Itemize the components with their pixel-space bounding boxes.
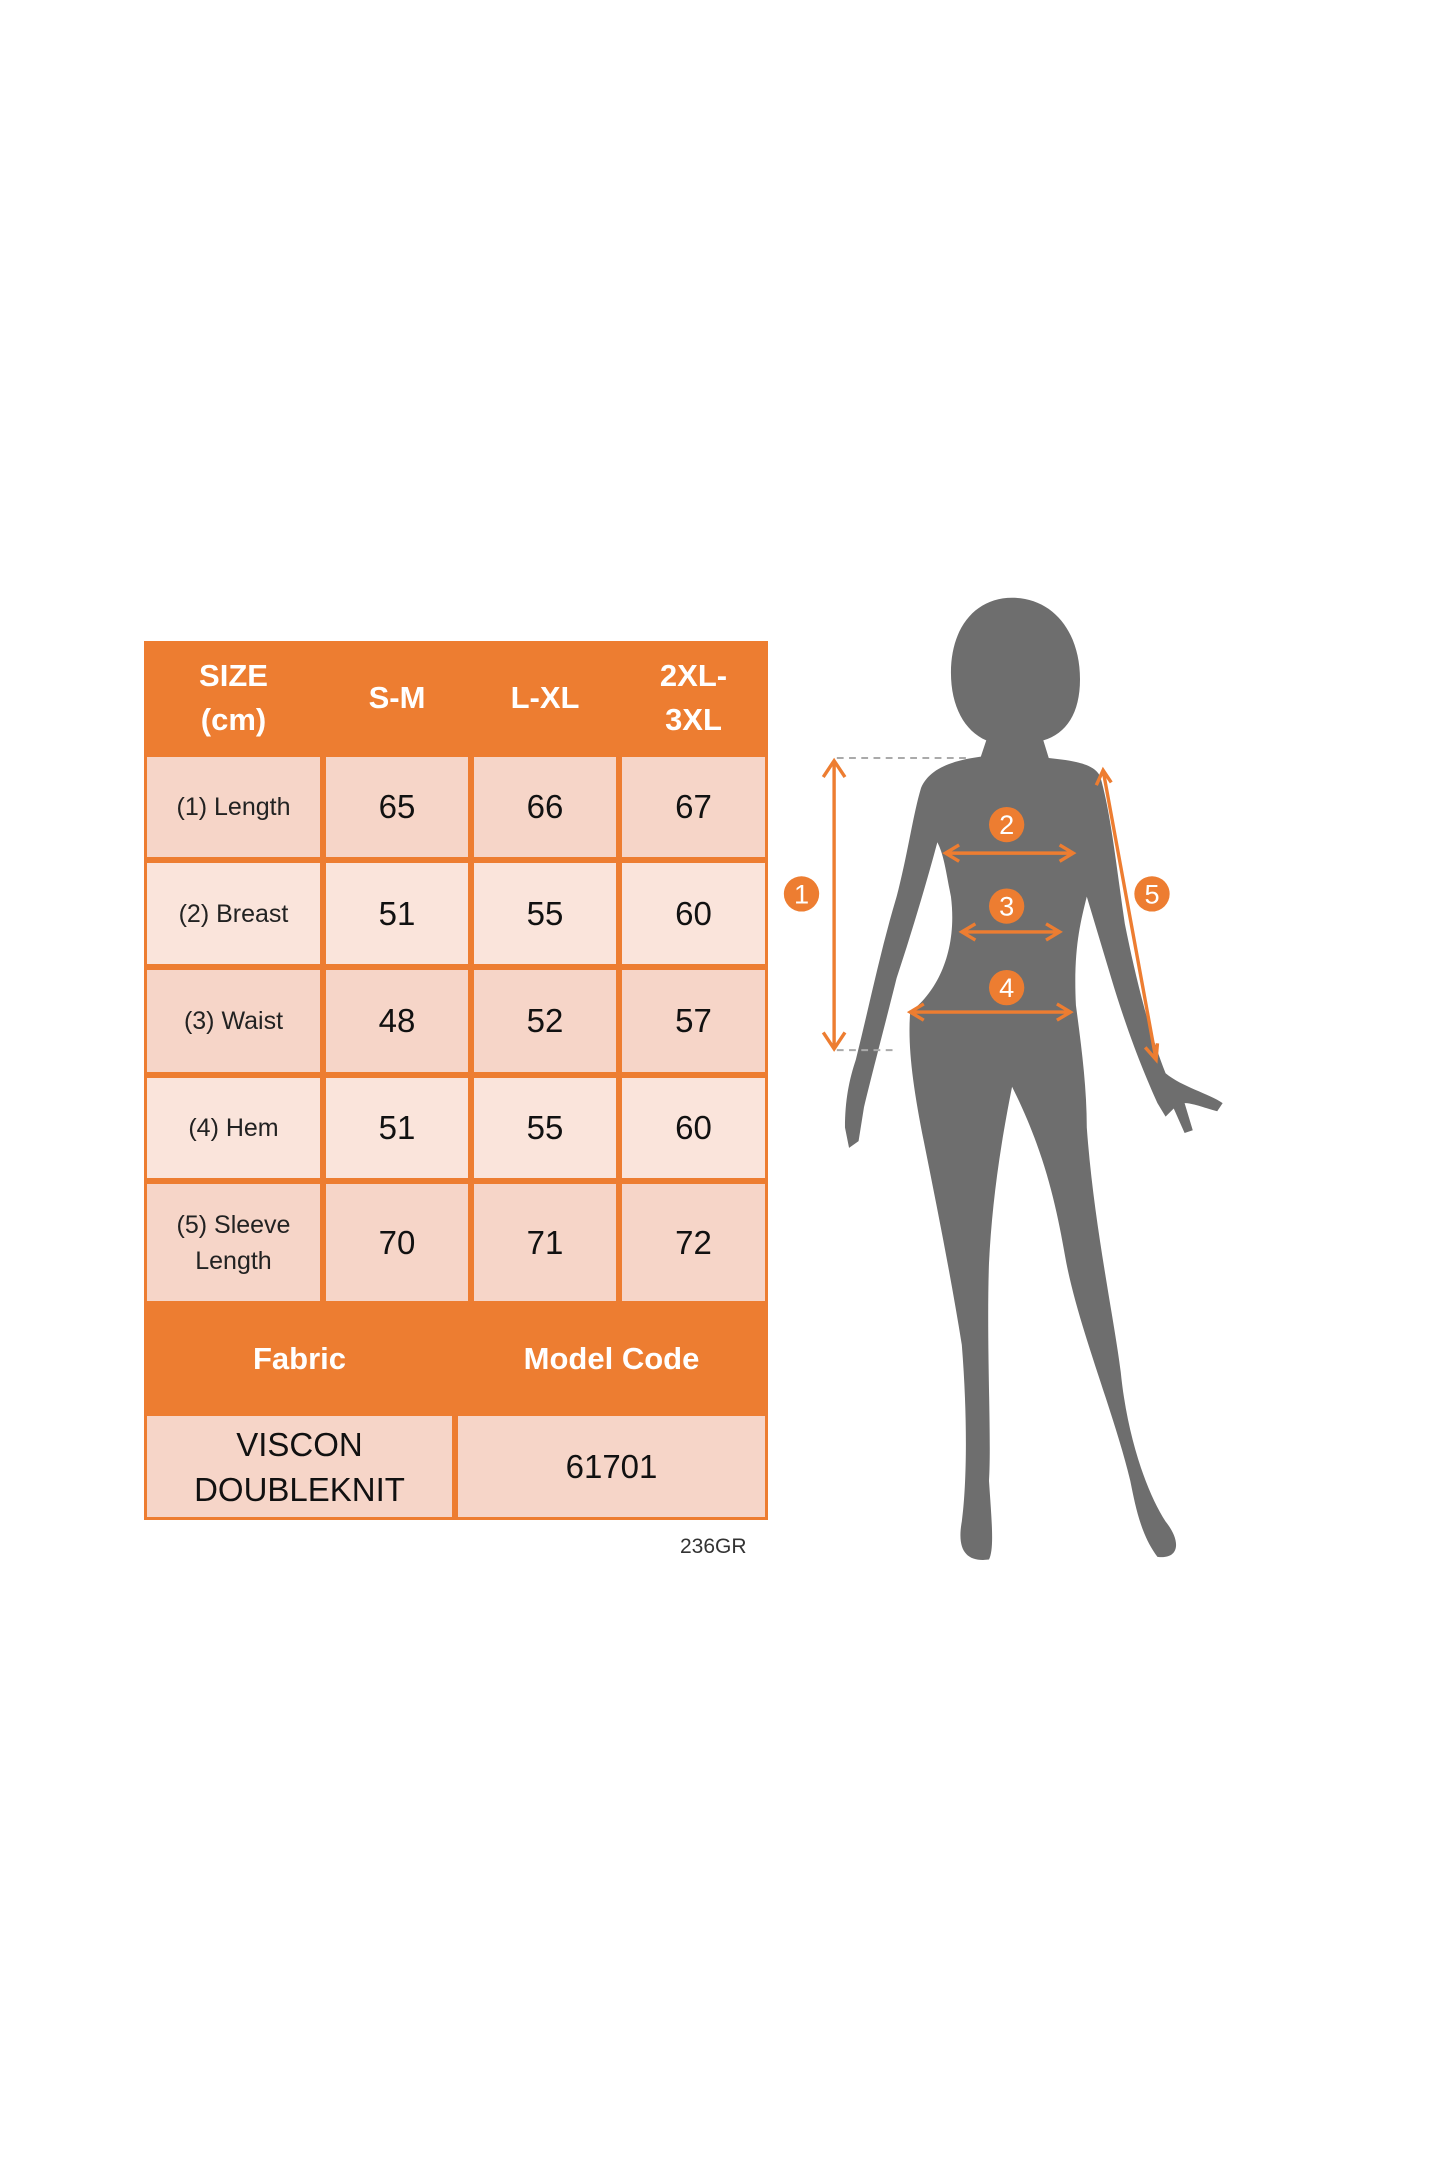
- model-code-value: 61701: [458, 1416, 765, 1517]
- marker-circle-2: [988, 806, 1025, 843]
- guide-lines: [836, 757, 968, 1052]
- marker-circle-4: [988, 969, 1025, 1006]
- value-cell: 51: [326, 863, 468, 964]
- woman-silhouette: [844, 597, 1223, 1560]
- marker-number: 1: [794, 878, 809, 909]
- header-cell: S-M: [368, 679, 426, 715]
- value-cell: 52: [474, 970, 616, 1072]
- product-code: 236GR: [680, 1535, 747, 1558]
- model-code-header: Model Code: [523, 1340, 700, 1376]
- marker-circle-3: [988, 888, 1025, 924]
- value-cell: 60: [622, 1078, 765, 1178]
- sleeve-arrow: [1094, 766, 1160, 1064]
- marker-number: 3: [999, 891, 1014, 922]
- header-cell: SIZE (cm): [199, 657, 268, 737]
- value-cell: 67: [622, 757, 765, 857]
- marker-number: 2: [999, 809, 1014, 840]
- marker-number: 4: [999, 972, 1014, 1003]
- row-label: (5) Sleeve Length: [147, 1184, 320, 1301]
- row-label: (4) Hem: [147, 1078, 320, 1178]
- value-cell: 48: [326, 970, 468, 1072]
- value-cell: 51: [326, 1078, 468, 1178]
- header-cell: 2XL- 3XL: [659, 657, 728, 737]
- breast-arrow: [942, 843, 1077, 863]
- value-cell: 71: [474, 1184, 616, 1301]
- value-cell: 55: [474, 1078, 616, 1178]
- row-label: (1) Length: [147, 757, 320, 857]
- header-cell: L-XL: [510, 679, 580, 715]
- hem-arrow: [906, 1002, 1074, 1022]
- size-chart-table: SIZE (cm) S-M L-XL 2XL- 3XL (1) Length 65 66 67…: [144, 641, 768, 1520]
- value-cell: 65: [326, 757, 468, 857]
- marker-number: 5: [1144, 878, 1159, 909]
- marker-circle-5: [1134, 876, 1170, 912]
- value-cell: 55: [474, 863, 616, 964]
- row-label: (3) Waist: [147, 970, 320, 1072]
- length-arrow: [821, 757, 847, 1052]
- waist-arrow: [958, 922, 1063, 942]
- fabric-header: Fabric: [252, 1340, 347, 1376]
- value-cell: 60: [622, 863, 765, 964]
- value-cell: 70: [326, 1184, 468, 1301]
- measurement-arrows: [821, 757, 1160, 1064]
- row-label: (2) Breast: [147, 863, 320, 964]
- value-cell: 66: [474, 757, 616, 857]
- value-cell: 57: [622, 970, 765, 1072]
- value-cell: 72: [622, 1184, 765, 1301]
- marker-circle-1: [783, 876, 820, 912]
- fabric-value: VISCON DOUBLEKNIT: [147, 1416, 452, 1517]
